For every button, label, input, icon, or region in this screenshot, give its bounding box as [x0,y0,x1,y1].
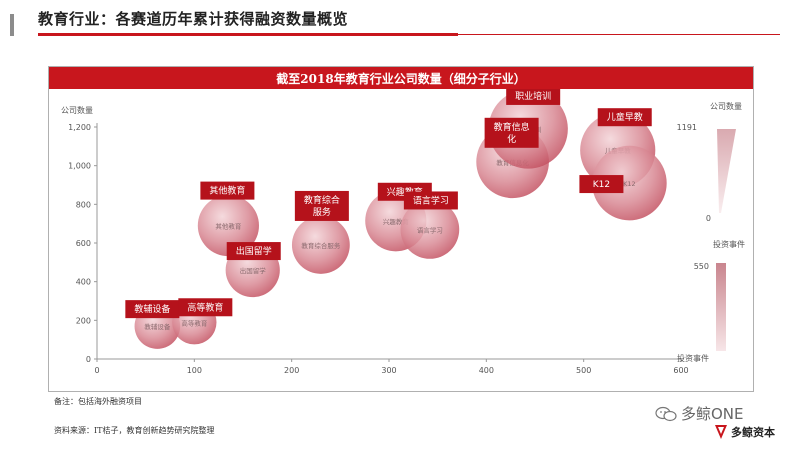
callout-box [294,190,349,221]
callout-box [125,300,180,319]
chart-panel: 截至2018年教育行业公司数量（细分子行业） 公司数量 0 100 200 300 400… [48,66,754,392]
chart-header: 截至2018年教育行业公司数量（细分子行业） [49,67,753,89]
color-legend-bar [716,263,726,351]
bubble-chart: 公司数量 0 100 200 300 400 500 600 0 200 400 600 800 1,00… [61,89,745,375]
callout-label: 高等教育 [187,301,223,313]
callout-box [200,181,255,200]
bubble-inner-label: K12 [623,180,636,188]
callout-label: 职业培训 [515,90,551,102]
wechat-badge: 多鲸ONE [655,403,744,424]
y-tick-label: 1,000 [68,162,91,171]
size-legend-min: 0 [706,214,711,223]
y-tick-label: 200 [76,316,91,325]
brand-logo-block: 多鲸资本 [714,424,775,440]
callout-box [579,175,624,194]
callout-label: 出国留学 [236,245,272,257]
x-tick-label: 300 [381,366,396,375]
callout-label: 服务 [313,206,331,218]
color-legend-max: 550 [694,262,709,271]
bubble-inner-label: 教育综合服务 [301,241,341,250]
title-accent-bar [10,14,14,36]
callout-box [484,117,539,148]
callout-box [506,89,561,105]
callout-label: 教育综合 [304,194,340,206]
callout-box [178,298,233,317]
callout-box [597,108,652,127]
x-tick-label: 100 [187,366,202,375]
y-tick-label: 1,200 [68,123,91,132]
x-tick-label: 600 [673,366,688,375]
bubble-inner-label: 教辅设备 [144,322,171,331]
size-legend-wedge [717,129,736,213]
bubble-inner-label: 高等教育 [181,318,208,327]
callout-label: 语言学习 [413,194,449,206]
brand-logo-icon [715,425,727,439]
bubble-inner-label: 其他教育 [215,222,242,231]
bubble [592,145,667,221]
size-legend-title: 公司数量 [710,101,742,111]
color-legend-min: 投资事件 [677,353,709,363]
chart-title: 截至2018年教育行业公司数量（细分子行业） [276,72,526,86]
bubble [197,195,259,257]
callout-label: 其他教育 [209,185,245,197]
callout-label: 教育信息 [494,121,530,133]
title-rule [38,33,458,36]
title-rule-thin [458,34,780,35]
callout-label: K12 [593,180,610,190]
y-tick-label: 800 [76,200,91,209]
y-tick-label: 400 [76,278,91,287]
y-axis-title: 公司数量 [61,105,93,115]
page-title: 教育行业：各赛道历年累计获得融资数量概览 [38,10,349,28]
x-tick-label: 500 [576,366,591,375]
color-legend-title: 投资事件 [713,239,745,249]
x-tick-label: 0 [94,366,99,375]
wechat-name: 多鲸ONE [681,405,744,423]
bubble [400,200,460,259]
callout-label: 化 [507,133,516,145]
bubble-inner-label: 出国留学 [240,266,267,275]
callout-label: 儿童早教 [607,111,643,123]
y-tick-label: 0 [86,355,91,364]
wechat-icon [655,406,677,421]
bubble-inner-label: 兴趣教育 [383,217,410,226]
bubble-inner-label: 语言学习 [417,225,443,234]
y-tick-label: 600 [76,239,91,248]
callout-box [403,191,458,210]
callout-label: 教辅设备 [134,303,170,315]
x-tick-label: 400 [479,366,494,375]
x-tick-label: 200 [284,366,299,375]
footnote: 备注：包括海外融资项目 [54,397,142,406]
size-legend-max: 1191 [677,123,697,132]
callout-box [226,242,281,261]
bubble [291,216,350,274]
source-note: 资料来源：IT桔子，教育创新趋势研究院整理 [54,426,215,435]
brand-name: 多鲸资本 [731,426,775,439]
